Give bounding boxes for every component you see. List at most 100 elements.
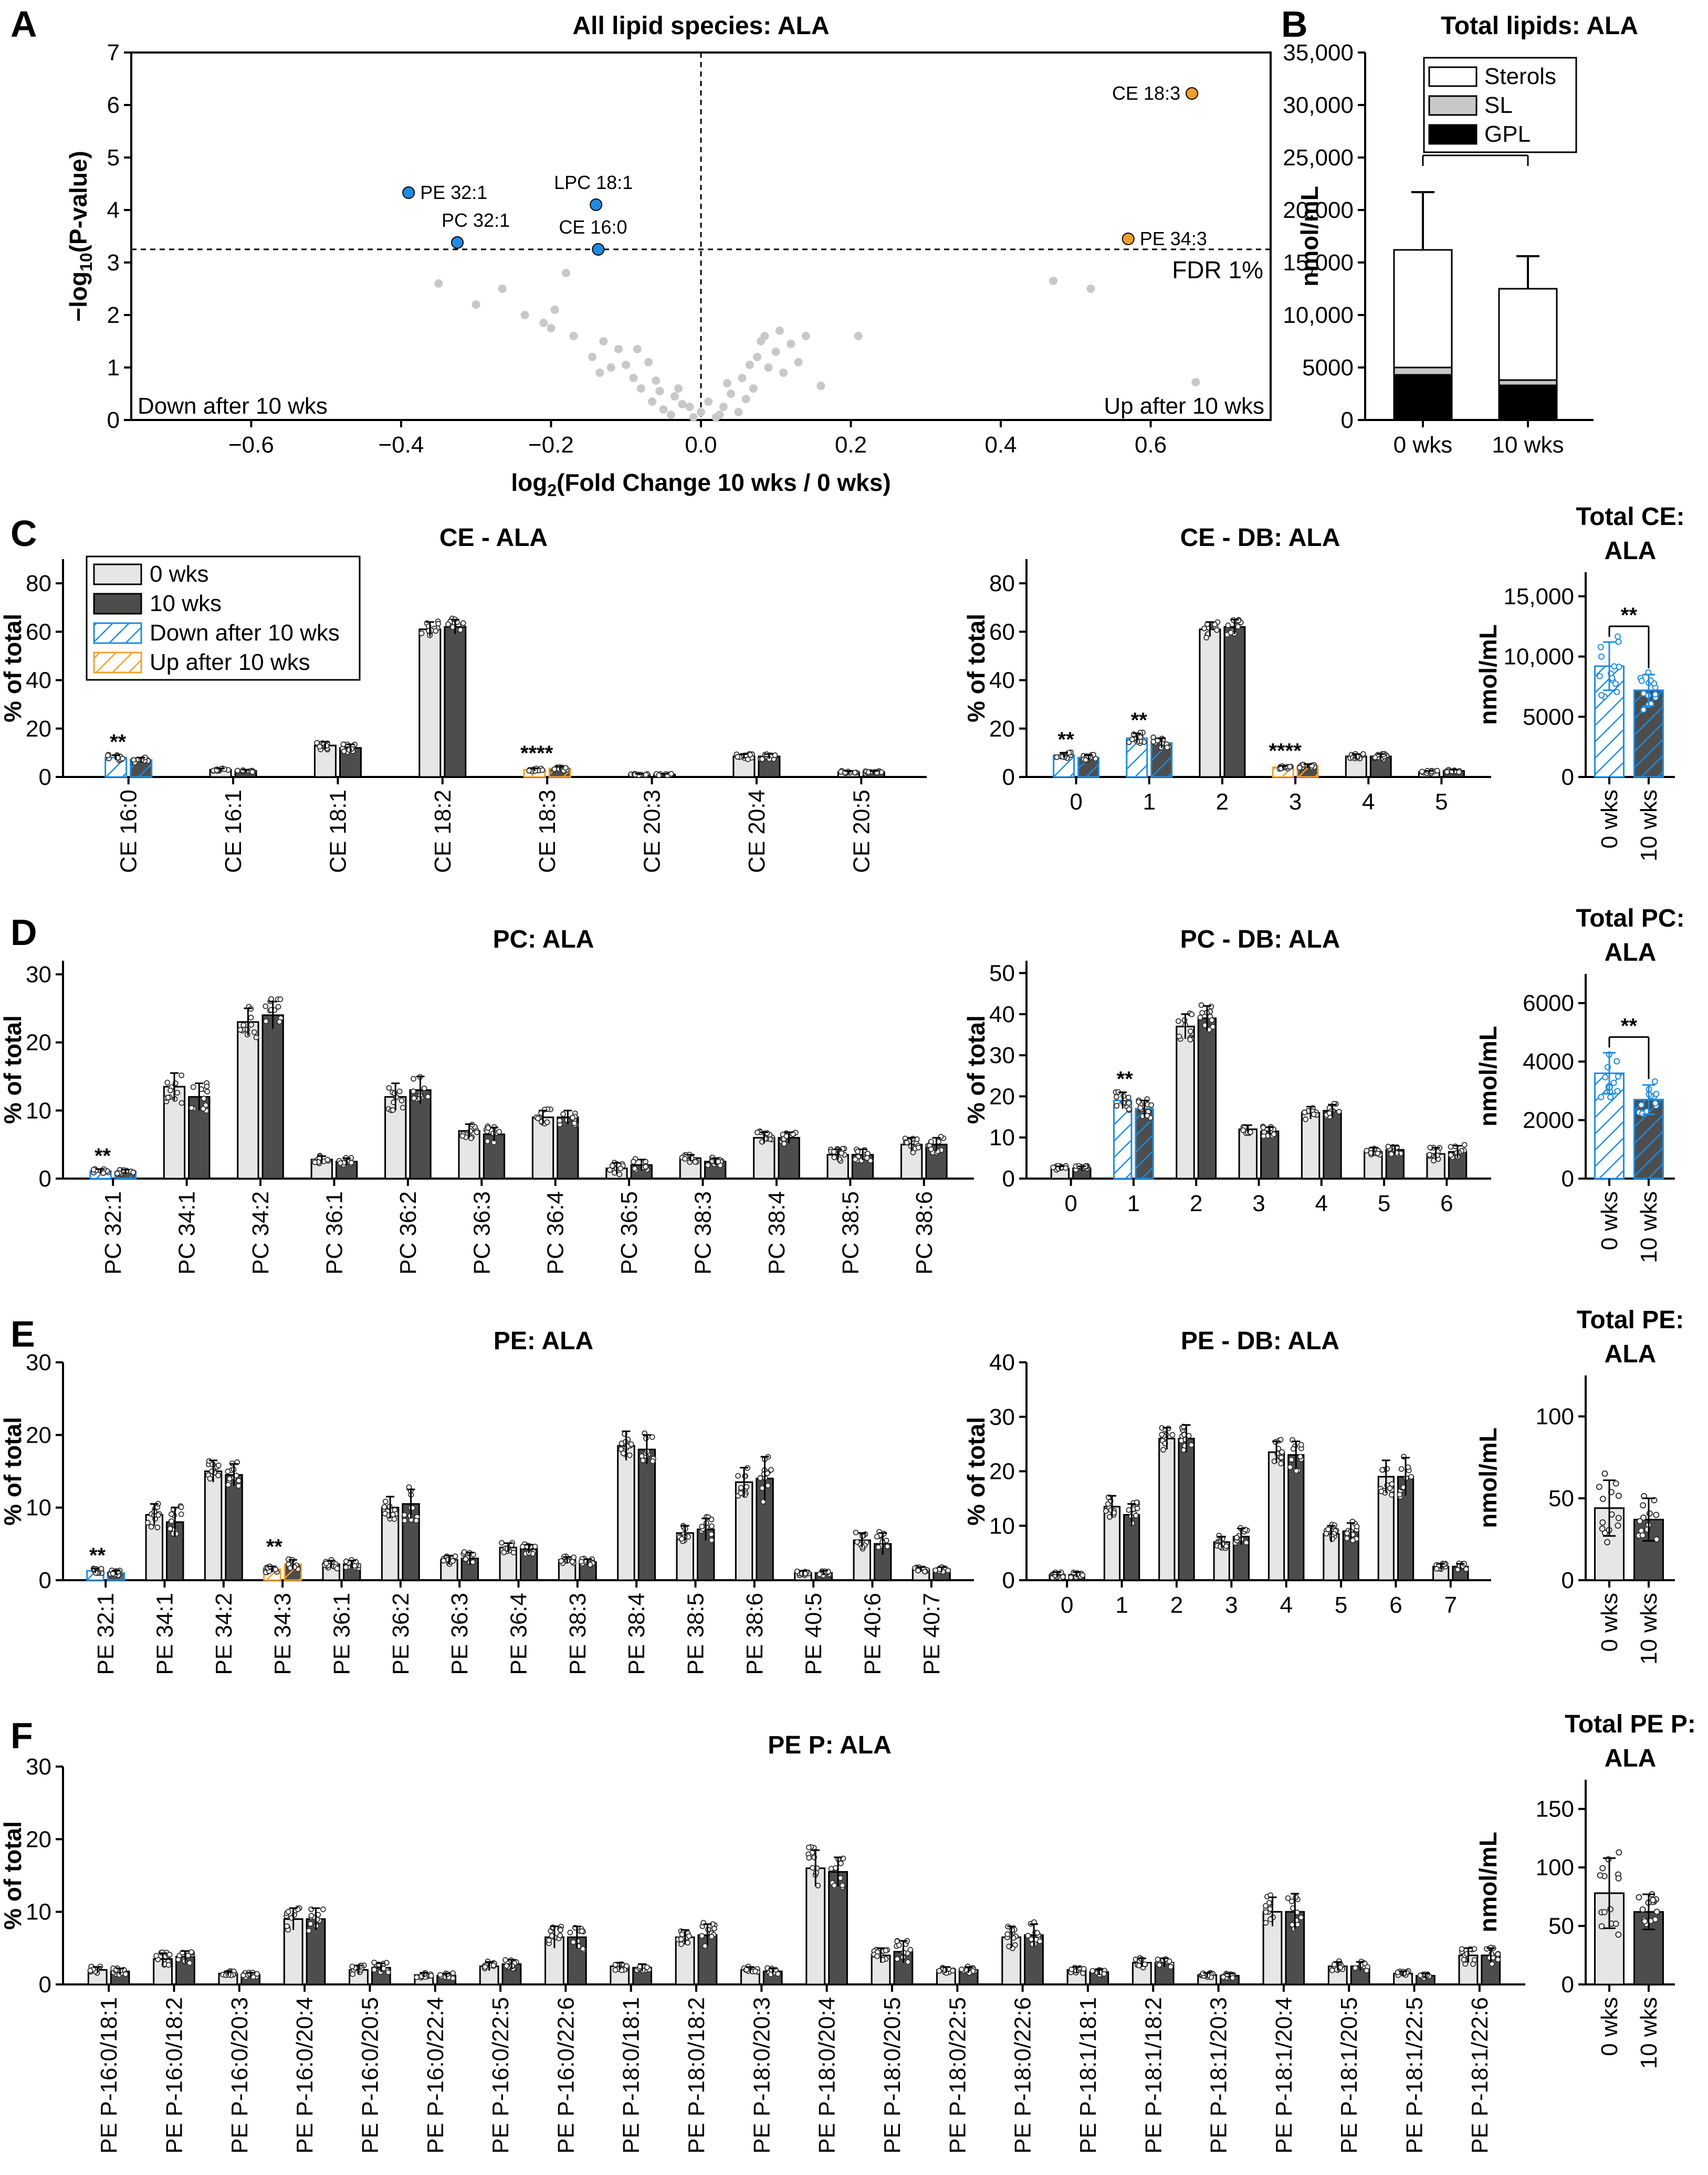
data-point-A <box>434 279 443 288</box>
data-dot-F1 <box>1263 1909 1269 1915</box>
data-dot-F1 <box>1220 1974 1227 1980</box>
data-dot-D1 <box>928 1146 934 1152</box>
data-dot-E2 <box>1159 1432 1165 1438</box>
data-dot-E1 <box>463 1556 469 1562</box>
y-tick-label-A: 7 <box>107 40 120 66</box>
data-dot-E1 <box>825 1569 831 1574</box>
data-dot-F1 <box>1285 1895 1291 1901</box>
data-dot-F1 <box>699 1933 705 1939</box>
data-dot-C1 <box>772 752 778 758</box>
x-tick-label-E2: 1 <box>1115 1592 1128 1618</box>
legend-label-C1-0: 0 wks <box>150 561 208 587</box>
data-dot-D1 <box>263 1003 269 1010</box>
data-dot-F1 <box>557 1932 563 1939</box>
bar-D1-0-wks <box>237 1021 259 1180</box>
x-tick-label-C2: 5 <box>1435 789 1448 815</box>
y-tick-label-D1: 10 <box>26 1098 51 1123</box>
data-dot-F1 <box>679 1931 685 1938</box>
x-axis-label-A: log2(Fold Change 10 wks / 0 wks) <box>511 469 890 500</box>
data-dot-E2 <box>1068 1574 1074 1580</box>
data-dot-F1 <box>1089 1968 1096 1974</box>
data-dot-E1 <box>760 1499 766 1505</box>
data-dot-C1 <box>759 756 766 762</box>
y-tick-label-B: 25,000 <box>1283 145 1354 171</box>
data-dot-F1 <box>1489 1961 1495 1967</box>
data-dot-C3 <box>1615 638 1622 645</box>
data-dot-E1 <box>154 1525 161 1530</box>
data-dot-F1 <box>122 1971 129 1977</box>
data-dot-C1 <box>745 756 751 762</box>
data-dot-C3 <box>1652 691 1659 698</box>
data-dot-D2 <box>1187 1037 1193 1043</box>
data-dot-E1 <box>874 1533 880 1540</box>
data-dot-C3 <box>1609 675 1616 681</box>
data-dot-E1 <box>215 1473 222 1478</box>
x-tick-label-F1: PE P-18:1/22:6 <box>1467 1997 1493 2153</box>
data-dot-F1 <box>1471 1957 1478 1963</box>
y-tick-label-D2: 50 <box>989 960 1015 986</box>
y-tick-label-F3: 0 <box>1562 1972 1574 1998</box>
data-dot-C1 <box>643 772 649 778</box>
x-tick-label-E1: PE 34:1 <box>152 1593 178 1675</box>
data-dot-C3 <box>1640 690 1647 697</box>
data-dot-C2 <box>1225 622 1231 628</box>
data-dot-C1 <box>314 740 320 746</box>
data-dot-D3 <box>1651 1078 1658 1085</box>
data-dot-D1 <box>100 1170 107 1176</box>
data-point-A <box>539 319 548 327</box>
data-dot-F1 <box>874 1953 880 1959</box>
data-dot-E3 <box>1615 1522 1621 1529</box>
highlighted-point-A <box>451 236 464 249</box>
data-dot-F1 <box>490 1962 497 1969</box>
sig-label-D1: ** <box>95 1144 111 1168</box>
data-dot-F1 <box>1289 1921 1295 1928</box>
data-dot-F1 <box>702 1943 708 1949</box>
data-point-A <box>801 332 810 340</box>
data-dot-D1 <box>632 1165 638 1172</box>
data-dot-F3 <box>1616 1849 1622 1856</box>
bar-C1-10-wks <box>444 626 467 778</box>
data-dot-F1 <box>1263 1903 1269 1909</box>
data-dot-E1 <box>169 1511 174 1517</box>
data-dot-F1 <box>87 1968 93 1974</box>
data-dot-F1 <box>896 1942 902 1948</box>
data-dot-D1 <box>557 1118 563 1124</box>
data-point-A <box>1086 285 1095 293</box>
x-tick-label-F1: PE P-16:0/20:3 <box>227 1997 253 2153</box>
data-dot-E2 <box>1287 1464 1293 1470</box>
data-dot-D1 <box>643 1164 649 1170</box>
data-dot-D1 <box>248 1022 254 1028</box>
point-label-A: CE 16:0 <box>559 216 627 238</box>
data-dot-D1 <box>831 1154 837 1160</box>
data-dot-D1 <box>411 1076 416 1082</box>
x-tick-label-D2: 6 <box>1440 1191 1453 1216</box>
data-point-A <box>622 361 631 369</box>
x-tick-label-D2: 1 <box>1127 1191 1140 1216</box>
x-tick-label-E1: PE 40:7 <box>919 1593 945 1675</box>
data-dot-E1 <box>816 1571 823 1578</box>
data-dot-F1 <box>678 1936 684 1942</box>
data-point-A <box>749 384 758 393</box>
data-dot-C1 <box>460 620 466 626</box>
x-tick-label-A: 0.2 <box>835 432 867 458</box>
data-dot-E1 <box>854 1539 860 1545</box>
x-tick-label-C2: 0 <box>1070 789 1082 815</box>
data-dot-C2 <box>1201 625 1208 632</box>
data-dot-D1 <box>130 1169 137 1175</box>
data-dot-E2 <box>1389 1481 1395 1487</box>
data-dot-D2 <box>1261 1133 1267 1139</box>
data-dot-D3 <box>1614 1088 1621 1095</box>
x-tick-label-C1: CE 18:3 <box>535 790 560 873</box>
data-point-A <box>520 311 529 319</box>
data-dot-E1 <box>148 1523 154 1530</box>
x-tick-label-E2: 2 <box>1170 1592 1183 1618</box>
data-dot-E2 <box>1278 1460 1284 1467</box>
data-dot-E1 <box>469 1559 476 1565</box>
data-dot-C1 <box>418 631 425 636</box>
data-dot-E1 <box>382 1498 389 1505</box>
chart-title-D3-line2: ALA <box>1605 939 1657 966</box>
data-dot-F1 <box>308 1913 315 1919</box>
data-dot-F1 <box>1288 1898 1295 1905</box>
data-dot-F1 <box>752 1968 758 1974</box>
data-dot-C1 <box>656 772 662 778</box>
